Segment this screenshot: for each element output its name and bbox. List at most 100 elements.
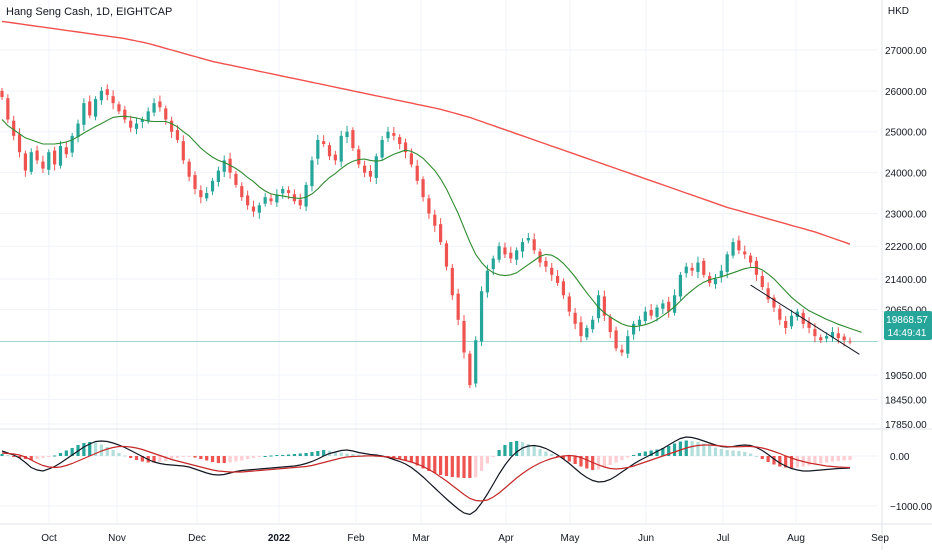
candle-body	[685, 267, 688, 274]
macd-histogram-bar	[117, 453, 120, 456]
candle-body	[480, 291, 483, 341]
candle-body	[71, 136, 74, 153]
macd-histogram-bar	[597, 456, 600, 470]
macd-histogram-bar	[544, 452, 547, 457]
candle-body	[258, 205, 261, 212]
macd-histogram-bar	[445, 456, 448, 476]
candle-body	[30, 152, 33, 172]
candle-body	[345, 132, 348, 137]
candle-body	[322, 141, 325, 144]
candle-body	[843, 337, 846, 341]
macd-histogram-bar	[176, 456, 179, 458]
macd-histogram-bar	[492, 456, 495, 457]
macd-histogram-bar	[843, 456, 846, 461]
candle-body	[696, 263, 699, 272]
candle-body	[427, 198, 430, 213]
candle-body	[18, 134, 21, 152]
candle-body	[433, 215, 436, 226]
macd-histogram-bar	[538, 449, 541, 456]
candle-body	[761, 276, 764, 287]
candle-body	[626, 336, 629, 354]
candle-body	[737, 240, 740, 250]
price-tick-label: 25000.00	[885, 128, 927, 139]
candle-body	[527, 238, 530, 240]
candle-body	[76, 124, 79, 137]
macd-histogram-bar	[755, 456, 758, 457]
candle-body	[35, 151, 38, 161]
candle-body	[53, 151, 56, 165]
macd-histogram-bar	[252, 456, 255, 458]
candle-body	[550, 268, 553, 275]
candle-body	[176, 130, 179, 140]
candle-body	[767, 288, 770, 299]
candle-body	[848, 341, 851, 342]
candle-body	[205, 193, 208, 198]
candle-body	[714, 279, 717, 284]
candle-body	[182, 141, 185, 160]
macd-histogram-bar	[486, 456, 489, 464]
candle-body	[246, 196, 249, 206]
macd-histogram-bar	[848, 456, 851, 460]
macd-histogram-bar	[193, 456, 196, 458]
macd-histogram-bar	[129, 456, 132, 458]
chart-title: Hang Seng Cash, 1D, EIGHTCAP	[6, 6, 172, 18]
candle-body	[650, 310, 653, 316]
candle-body	[813, 329, 816, 336]
candle-body	[451, 268, 454, 295]
time-tick-label: May	[561, 533, 580, 544]
macd-histogram-bar	[614, 456, 617, 463]
macd-histogram-bar	[158, 456, 161, 462]
candle-body	[509, 253, 512, 259]
candle-body	[819, 337, 822, 340]
candle-body	[790, 316, 793, 327]
candle-body	[147, 111, 150, 120]
macd-histogram-bar	[316, 451, 319, 456]
candle-body	[217, 171, 220, 182]
candle-body	[392, 133, 395, 136]
currency-label: HKD	[888, 6, 909, 17]
time-tick-label: Nov	[108, 533, 126, 544]
macd-histogram-bar	[217, 456, 220, 463]
macd-histogram-bar	[807, 456, 810, 466]
macd-histogram-bar	[819, 456, 822, 464]
candle-body	[556, 276, 559, 283]
candle-body	[82, 103, 85, 125]
candle-body	[100, 91, 103, 100]
candle-body	[574, 313, 577, 324]
candle-body	[252, 207, 255, 212]
candle-body	[702, 261, 705, 275]
macd-histogram-bar	[188, 456, 191, 457]
macd-tick-label: 0.00	[890, 452, 910, 463]
macd-histogram-bar	[497, 450, 500, 456]
macd-histogram-bar	[6, 455, 9, 456]
macd-histogram-bar	[644, 452, 647, 457]
macd-histogram-bar	[305, 453, 308, 456]
candle-body	[287, 190, 290, 193]
price-pane[interactable]	[0, 21, 878, 388]
candle-body	[486, 271, 489, 293]
price-tick-label: 21400.00	[885, 275, 927, 286]
macd-histogram-bar	[743, 452, 746, 456]
candle-body	[269, 198, 272, 201]
candle-body	[468, 354, 471, 385]
candle-body	[398, 137, 401, 144]
candle-body	[474, 340, 477, 383]
candle-body	[123, 110, 126, 120]
candle-body	[825, 336, 828, 338]
candle-body	[59, 146, 62, 166]
candle-body	[106, 89, 109, 95]
macd-histogram-bar	[65, 451, 68, 457]
macd-pane[interactable]	[0, 437, 851, 515]
candle-body	[743, 252, 746, 255]
candle-body	[457, 294, 460, 320]
macd-histogram-bar	[123, 456, 126, 457]
macd-histogram-bar	[509, 442, 512, 456]
candle-body	[6, 98, 9, 119]
candle-body	[275, 195, 278, 202]
time-tick-label: Apr	[498, 533, 514, 544]
time-tick-label: Mar	[412, 533, 430, 544]
macd-histogram-bar	[708, 446, 711, 457]
macd-histogram-bar	[59, 453, 62, 456]
candle-body	[188, 162, 191, 177]
